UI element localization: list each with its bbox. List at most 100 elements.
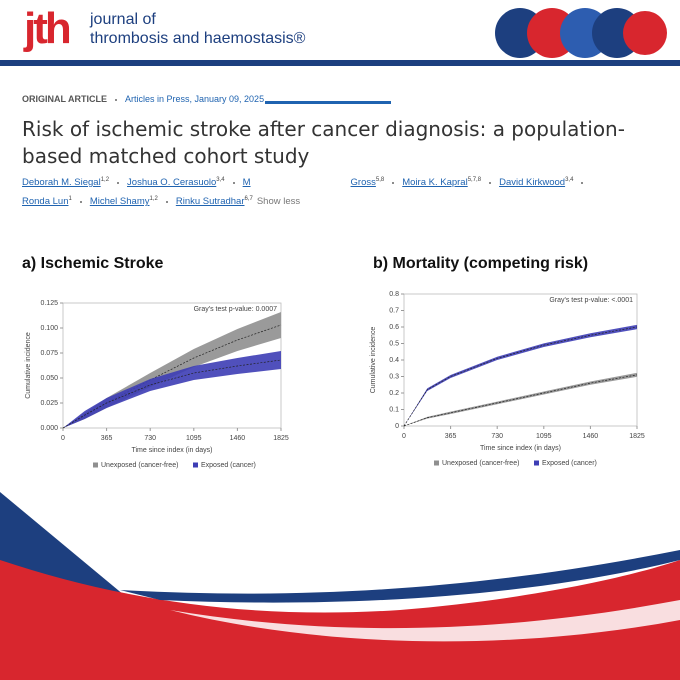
x-tick-label: 730 xyxy=(491,433,503,440)
y-tick-label: 0.125 xyxy=(40,300,58,307)
x-tick-label: 1095 xyxy=(536,433,552,440)
author: Moira K. Kapral5,7,8 xyxy=(402,177,481,188)
logo: jth xyxy=(24,4,72,53)
x-tick-label: 365 xyxy=(101,435,113,442)
y-axis-label: Cumulative incidence xyxy=(25,332,32,399)
author-name[interactable]: Moira K. Kapral xyxy=(402,177,468,189)
author-name[interactable]: Deborah M. Siegal xyxy=(22,177,101,189)
confidence-band xyxy=(404,372,637,426)
affiliation: 5,7,8 xyxy=(467,177,482,183)
affiliation: 6,7 xyxy=(244,196,253,203)
x-tick-label: 0 xyxy=(402,433,406,440)
y-tick-label: 0.100 xyxy=(40,325,58,332)
swoosh-line xyxy=(120,550,680,603)
y-axis-label: Cumulative incidence xyxy=(370,327,377,394)
show-less[interactable]: Show less xyxy=(256,196,301,208)
line xyxy=(403,326,638,427)
y-tick-label: 0.3 xyxy=(389,373,399,380)
legend-label: Exposed (cancer) xyxy=(201,462,256,469)
author-name[interactable]: Gross xyxy=(350,177,376,189)
y-tick-label: 0.5 xyxy=(389,340,399,347)
y-tick-label: 0.2 xyxy=(389,390,399,397)
author: M xyxy=(243,177,251,188)
author: Rinku Sutradhar6,7 xyxy=(176,196,253,207)
accent-line xyxy=(265,101,391,104)
swoosh-red xyxy=(0,560,680,680)
journal-name: thrombosis and haemostasis® xyxy=(90,30,306,47)
affiliation: 1 xyxy=(68,196,72,203)
legend-label: Exposed (cancer) xyxy=(542,460,597,467)
section-link[interactable]: Articles in Press, January 09, 2025 xyxy=(125,94,265,104)
journal-name: journal of xyxy=(90,11,156,28)
separator xyxy=(79,200,82,203)
annotation: Gray's test p-value: 0.0007 xyxy=(194,306,278,313)
author-name[interactable]: Michel Shamy xyxy=(89,196,150,208)
y-tick-label: 0.075 xyxy=(40,350,58,357)
separator xyxy=(581,181,584,184)
x-tick-label: 1825 xyxy=(273,435,289,442)
line xyxy=(403,374,638,427)
legend-swatch xyxy=(193,462,198,468)
legend-swatch xyxy=(93,462,98,468)
article-type: ORIGINAL ARTICLE xyxy=(22,94,107,104)
separator xyxy=(489,181,492,184)
x-tick-label: 0 xyxy=(61,435,65,442)
author-name[interactable]: Rinku Sutradhar xyxy=(175,196,245,208)
separator xyxy=(117,181,120,184)
author: Deborah M. Siegal1,2 xyxy=(22,177,109,188)
author-name[interactable]: Ronda Lun xyxy=(22,196,69,208)
annotation: Gray's test p-value: <.0001 xyxy=(549,297,633,304)
chart-title: a) Ischemic Stroke xyxy=(22,255,164,272)
x-tick-label: 365 xyxy=(445,433,457,440)
affiliation: 1,2 xyxy=(149,196,158,203)
axis xyxy=(403,293,638,427)
author: Ronda Lun1 xyxy=(22,196,72,207)
confidence-band xyxy=(63,351,281,428)
y-tick-label: 0.6 xyxy=(389,324,399,331)
affiliation: 3,4 xyxy=(565,177,574,183)
x-tick-label: 730 xyxy=(144,435,156,442)
y-tick-label: 0.1 xyxy=(389,406,399,413)
separator xyxy=(232,181,235,184)
author: Joshua O. Cerasuolo3,4 xyxy=(127,177,225,188)
article-meta: ORIGINAL ARTICLE Articles in Press, Janua… xyxy=(22,94,264,104)
x-tick-label: 1825 xyxy=(629,433,645,440)
x-tick-label: 1095 xyxy=(186,435,202,442)
legend-swatch xyxy=(434,460,439,466)
author: David Kirkwood3,4 xyxy=(499,177,573,188)
y-tick-label: 0.025 xyxy=(40,400,58,407)
article-title: Risk of ischemic stroke after cancer dia… xyxy=(22,117,625,168)
y-tick-label: 0.4 xyxy=(389,357,399,364)
affiliation: 3,4 xyxy=(216,177,225,183)
circle xyxy=(623,11,667,55)
line xyxy=(62,359,282,429)
legend-swatch xyxy=(534,460,539,466)
y-tick-label: 0.000 xyxy=(40,425,58,432)
top-bar xyxy=(0,60,680,66)
authors: Deborah M. Siegal1,2 Joshua O. Cerasuolo3… xyxy=(22,172,662,210)
y-tick-label: 0.8 xyxy=(389,291,399,298)
x-axis-label: Time since index (in days) xyxy=(480,445,561,452)
x-axis-label: Time since index (in days) xyxy=(131,447,212,454)
author-name[interactable]: M xyxy=(242,177,251,189)
author: Gross5,8 xyxy=(351,177,385,188)
separator xyxy=(392,181,395,184)
y-tick-label: 0.050 xyxy=(40,375,58,382)
affiliation: 1,2 xyxy=(100,177,110,183)
confidence-band xyxy=(404,324,637,426)
y-tick-label: 0.7 xyxy=(389,307,399,314)
separator xyxy=(165,200,168,203)
x-tick-label: 1460 xyxy=(583,433,599,440)
legend-label: Unexposed (cancer-free) xyxy=(101,462,178,469)
author-name[interactable]: David Kirkwood xyxy=(499,177,566,189)
legend-label: Unexposed (cancer-free) xyxy=(442,460,519,467)
author: Michel Shamy1,2 xyxy=(90,196,158,207)
author-name[interactable]: Joshua O. Cerasuolo xyxy=(127,177,217,189)
y-tick-label: 0 xyxy=(395,423,399,430)
chart-title: b) Mortality (competing risk) xyxy=(373,255,588,272)
x-tick-label: 1460 xyxy=(230,435,246,442)
affiliation: 5,8 xyxy=(375,177,385,183)
